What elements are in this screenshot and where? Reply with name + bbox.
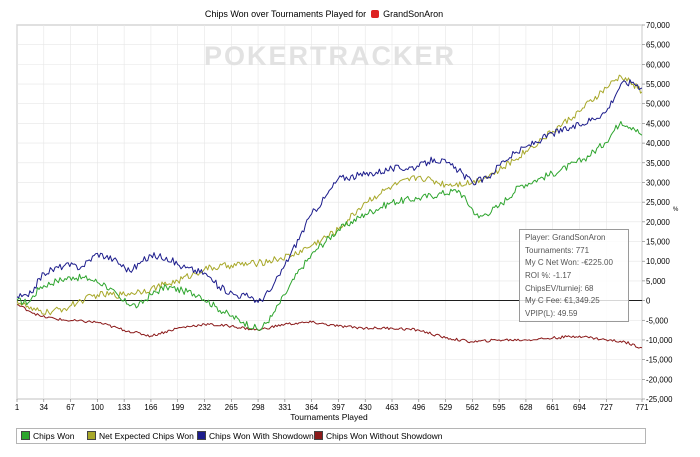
y-tick-label: 0 xyxy=(646,297,651,306)
legend-swatch-without-showdown xyxy=(314,431,323,440)
info-tournaments: Tournaments: 771 xyxy=(525,245,590,255)
legend-swatch-chips-won xyxy=(21,431,30,440)
x-tick-label: 397 xyxy=(332,403,345,412)
x-tick-label: 298 xyxy=(252,403,265,412)
x-tick-label: 496 xyxy=(412,403,425,412)
plot-area xyxy=(16,24,643,400)
y-tick-label: 30,000 xyxy=(646,178,671,187)
legend-label-with-showdown: Chips Won With Showdown xyxy=(209,431,314,441)
info-player: Player: GrandSonAron xyxy=(525,233,606,242)
right-axis-label: % xyxy=(673,207,679,213)
series-line-chips-won-without-showdown xyxy=(17,304,642,349)
x-tick-label: 727 xyxy=(600,403,613,412)
legend-label-without-showdown: Chips Won Without Showdown xyxy=(326,431,443,441)
x-tick-label: 1 xyxy=(15,403,19,412)
y-tick-label: 40,000 xyxy=(646,139,671,148)
y-tick-label: -15,000 xyxy=(646,356,673,365)
series-lines xyxy=(17,74,642,349)
legend-swatch-with-showdown xyxy=(197,431,206,440)
legend-item-chips-won[interactable]: Chips Won xyxy=(21,431,74,441)
x-tick-label: 628 xyxy=(519,403,532,412)
pokertracker-watermark: POKERTRACKER xyxy=(204,41,456,71)
y-tick-label: -10,000 xyxy=(646,336,673,345)
y-tick-label: -20,000 xyxy=(646,375,673,384)
x-tick-label: 133 xyxy=(118,403,131,412)
x-tick-label: 265 xyxy=(225,403,239,412)
y-tick-label: 50,000 xyxy=(646,100,671,109)
x-tick-label: 430 xyxy=(359,403,373,412)
y-tick-label: 15,000 xyxy=(646,238,671,247)
x-tick-label: 199 xyxy=(171,403,184,412)
legend-item-net-expected[interactable]: Net Expected Chips Won xyxy=(87,431,194,441)
player-flag-icon xyxy=(370,10,379,18)
x-tick-label: 364 xyxy=(305,403,319,412)
x-tick-label: 166 xyxy=(144,403,157,412)
x-tick-label: 67 xyxy=(66,403,75,412)
y-tick-label: 35,000 xyxy=(646,159,671,168)
y-tick-label: 65,000 xyxy=(646,41,671,50)
y-tick-label: 25,000 xyxy=(646,198,671,207)
x-tick-label: 595 xyxy=(493,403,507,412)
x-tick-label: 771 xyxy=(635,403,648,412)
x-tick-label: 529 xyxy=(439,403,452,412)
y-tick-label: 70,000 xyxy=(646,21,671,30)
x-tick-label: 694 xyxy=(573,403,587,412)
chart-title-player: GrandSonAron xyxy=(383,9,444,19)
y-tick-label: 55,000 xyxy=(646,80,671,89)
series-line-chips-won-with-showdown xyxy=(17,79,642,303)
x-tick-label: 34 xyxy=(39,403,48,412)
x-tick-label: 661 xyxy=(546,403,559,412)
series-line-chips-won xyxy=(17,121,642,331)
chart-legend: Chips Won Net Expected Chips Won Chips W… xyxy=(16,428,646,444)
y-axis-ticks: -25,000 -20,000 -15,000 -10,000 -5,000 0 5,000… xyxy=(642,21,673,404)
x-tick-label: 463 xyxy=(385,403,398,412)
y-tick-label: 60,000 xyxy=(646,60,671,69)
stats-infobox: Player: GrandSonAron Tournaments: 771 My… xyxy=(519,229,629,322)
y-tick-label: 20,000 xyxy=(646,218,671,227)
legend-label-chips-won: Chips Won xyxy=(33,431,75,441)
info-fee: My C Fee: €1,349.25 xyxy=(525,296,600,306)
x-axis-ticks: 1 34 67 100 133 166 199 232 265 298 331 364 397 430 46… xyxy=(15,399,649,412)
x-axis-label: Tournaments Played xyxy=(290,412,368,422)
x-tick-label: 100 xyxy=(91,403,105,412)
legend-item-without-showdown[interactable]: Chips Won Without Showdown xyxy=(314,431,443,441)
legend-item-with-showdown[interactable]: Chips Won With Showdown xyxy=(197,431,314,441)
x-tick-label: 562 xyxy=(466,403,479,412)
y-tick-label: -25,000 xyxy=(646,395,673,404)
y-tick-label: 10,000 xyxy=(646,257,671,266)
chart-title-text: Chips Won over Tournaments Played for xyxy=(204,9,367,19)
legend-label-net-expected: Net Expected Chips Won xyxy=(99,431,194,441)
chart-title: Chips Won over Tournaments Played for Gr… xyxy=(0,9,648,19)
info-vpip: VPIP(L): 49.59 xyxy=(525,309,578,319)
y-tick-label: 5,000 xyxy=(646,277,666,286)
x-tick-label: 331 xyxy=(278,403,291,412)
series-line-net-expected-chips-won xyxy=(17,74,642,316)
legend-swatch-net-expected xyxy=(87,431,96,440)
x-tick-label: 232 xyxy=(198,403,211,412)
info-net-won: My C Net Won: -€225.00 xyxy=(525,258,613,268)
y-tick-label: 45,000 xyxy=(646,119,671,128)
info-chipsev: ChipsEV/turniej: 68 xyxy=(525,283,594,293)
info-roi: ROI %: -1.17 xyxy=(525,271,572,281)
y-tick-label: -5,000 xyxy=(646,316,669,325)
